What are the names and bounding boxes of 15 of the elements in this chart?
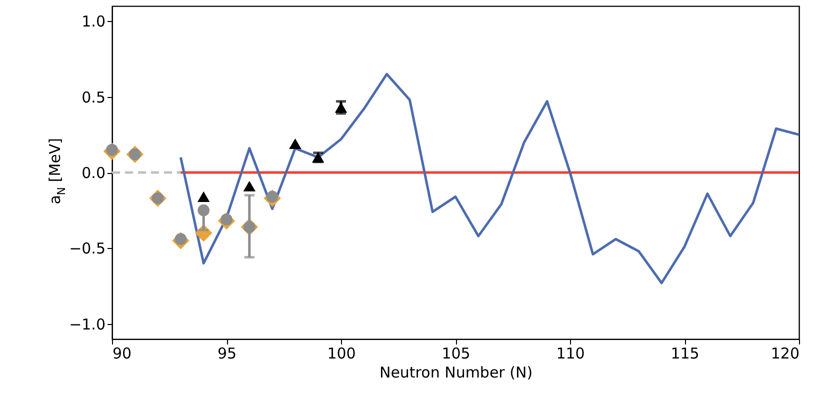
y-tick-label: −1.0	[69, 315, 106, 334]
y-tick-label: 0.5	[82, 88, 106, 106]
x-tick-label: 105	[442, 344, 470, 362]
y-tick-label: 1.0	[82, 12, 106, 31]
x-tick-label: 115	[670, 344, 700, 362]
y-tick-label: 0.0	[82, 164, 106, 182]
x-tick-label: 100	[327, 344, 356, 362]
x-tick-label: 120	[770, 344, 800, 362]
x-tick-label: 90	[112, 344, 132, 362]
x-tick-label: 95	[217, 344, 237, 362]
x-axis-title: Neutron Number (N)	[379, 364, 533, 382]
x-tick-label: 110	[556, 344, 585, 362]
y-axis-title: aN [MeV]	[46, 138, 68, 204]
line-series	[179, 72, 800, 284]
y-tick-label: −0.5	[69, 240, 106, 258]
